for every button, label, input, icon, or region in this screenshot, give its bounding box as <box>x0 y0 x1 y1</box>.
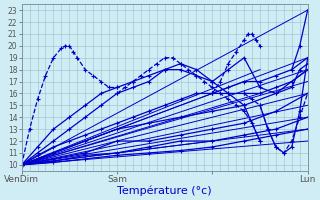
X-axis label: Température (°c): Température (°c) <box>117 185 212 196</box>
